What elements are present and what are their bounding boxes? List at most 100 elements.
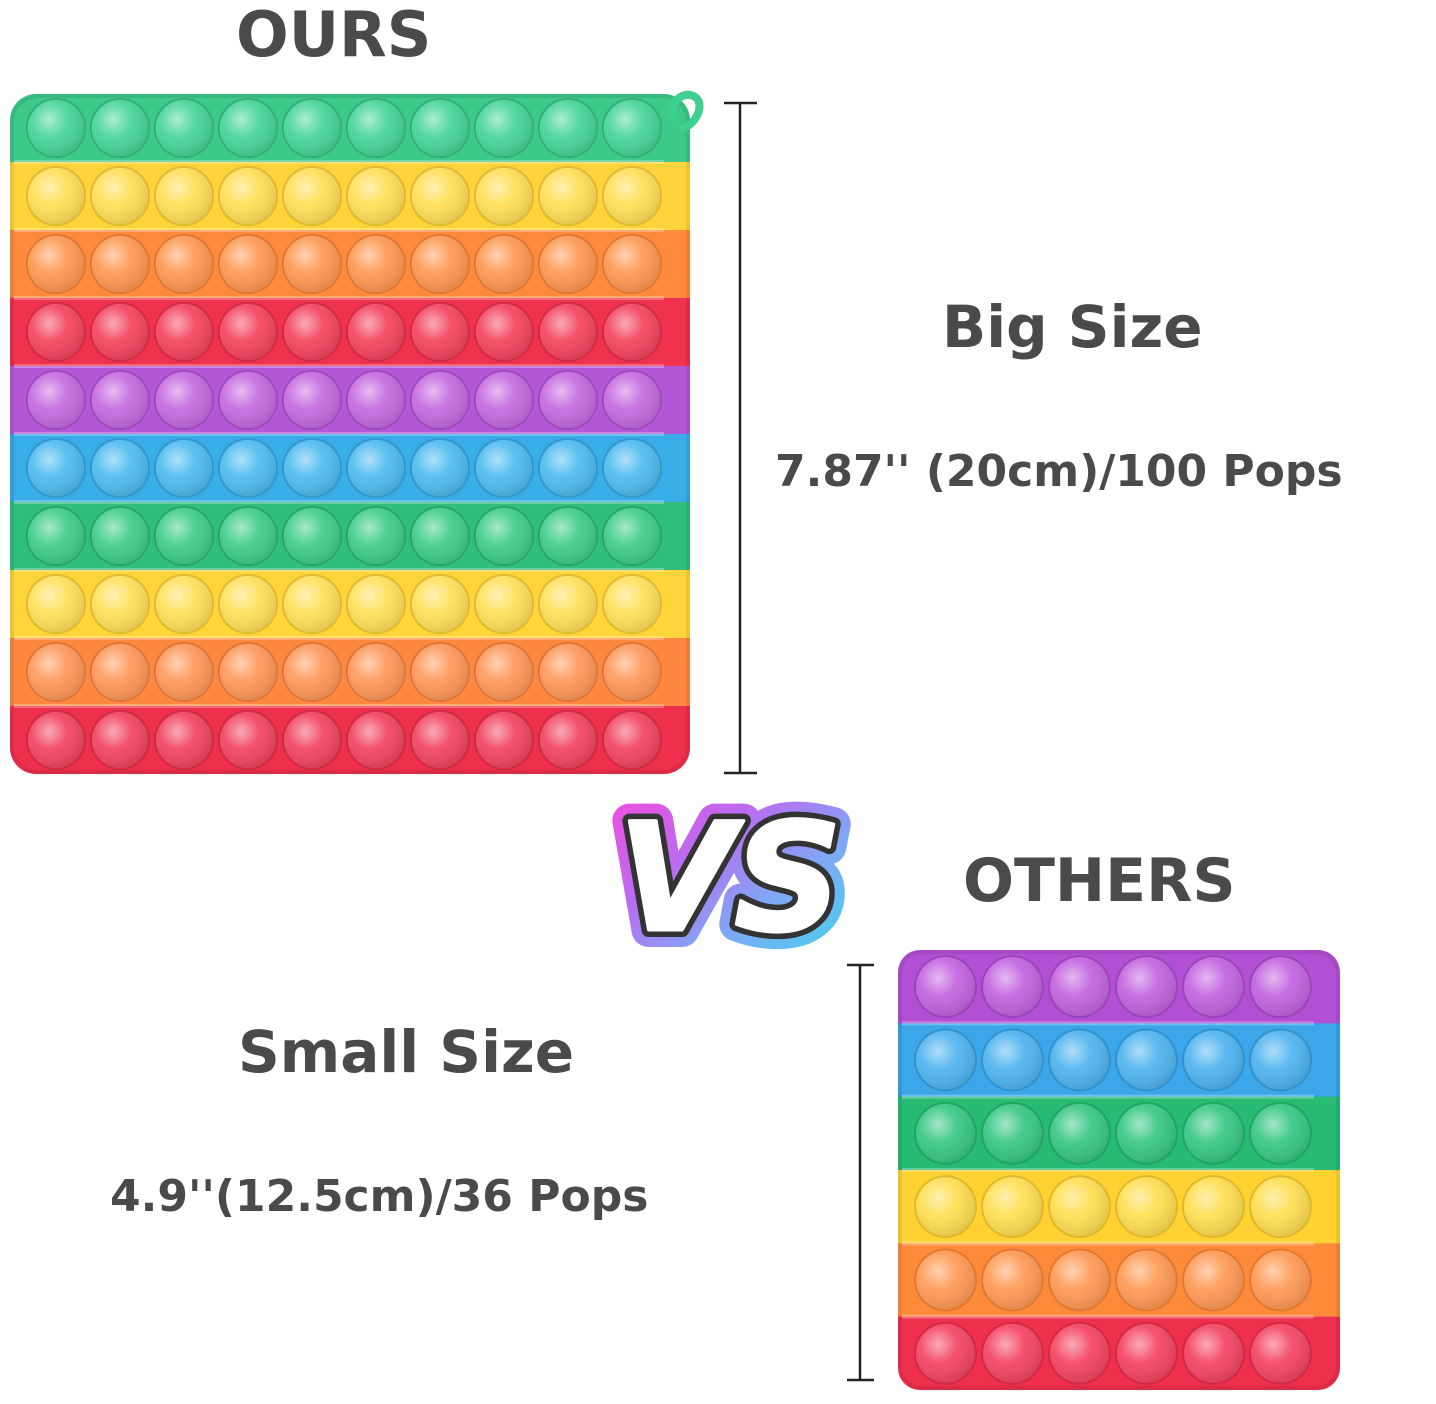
pop-bubble[interactable] xyxy=(217,641,279,703)
pop-bubble[interactable] xyxy=(89,505,151,567)
pop-bubble[interactable] xyxy=(281,97,343,159)
pop-bubble[interactable] xyxy=(409,709,471,771)
pop-bubble[interactable] xyxy=(537,165,599,227)
pop-bubble[interactable] xyxy=(25,301,87,363)
pop-bubble[interactable] xyxy=(1249,1321,1312,1385)
pop-bubble[interactable] xyxy=(537,573,599,635)
pop-bubble[interactable] xyxy=(981,1175,1044,1239)
pop-bubble[interactable] xyxy=(1182,1175,1245,1239)
pop-bubble[interactable] xyxy=(537,97,599,159)
pop-bubble[interactable] xyxy=(473,97,535,159)
pop-bubble[interactable] xyxy=(153,709,215,771)
pop-bubble[interactable] xyxy=(1048,1028,1111,1092)
pop-bubble[interactable] xyxy=(409,641,471,703)
pop-bubble[interactable] xyxy=(281,165,343,227)
pop-bubble[interactable] xyxy=(1048,955,1111,1019)
pop-bubble[interactable] xyxy=(473,233,535,295)
pop-bubble[interactable] xyxy=(1249,1175,1312,1239)
pop-bubble[interactable] xyxy=(1048,1175,1111,1239)
pop-bubble[interactable] xyxy=(25,709,87,771)
pop-bubble[interactable] xyxy=(345,301,407,363)
pop-bubble[interactable] xyxy=(981,1101,1044,1165)
pop-bubble[interactable] xyxy=(473,573,535,635)
pop-bubble[interactable] xyxy=(153,573,215,635)
pop-bubble[interactable] xyxy=(981,955,1044,1019)
pop-bubble[interactable] xyxy=(914,1321,977,1385)
pop-bubble[interactable] xyxy=(217,165,279,227)
pop-bubble[interactable] xyxy=(981,1321,1044,1385)
pop-bubble[interactable] xyxy=(537,505,599,567)
pop-bubble[interactable] xyxy=(409,165,471,227)
pop-bubble[interactable] xyxy=(1249,1101,1312,1165)
pop-bubble[interactable] xyxy=(409,301,471,363)
pop-bubble[interactable] xyxy=(153,165,215,227)
pop-bubble[interactable] xyxy=(601,301,663,363)
pop-bubble[interactable] xyxy=(473,301,535,363)
pop-bubble[interactable] xyxy=(601,97,663,159)
pop-bubble[interactable] xyxy=(25,369,87,431)
pop-bubble[interactable] xyxy=(345,437,407,499)
pop-bubble[interactable] xyxy=(217,709,279,771)
pop-bubble[interactable] xyxy=(345,709,407,771)
pop-bubble[interactable] xyxy=(217,233,279,295)
pop-bubble[interactable] xyxy=(914,1248,977,1312)
pop-bubble[interactable] xyxy=(409,505,471,567)
pop-bubble[interactable] xyxy=(153,437,215,499)
pop-bubble[interactable] xyxy=(89,641,151,703)
pop-bubble[interactable] xyxy=(281,709,343,771)
pop-bubble[interactable] xyxy=(601,233,663,295)
pop-bubble[interactable] xyxy=(1182,1028,1245,1092)
pop-bubble[interactable] xyxy=(153,369,215,431)
pop-bubble[interactable] xyxy=(537,709,599,771)
pop-bubble[interactable] xyxy=(1249,955,1312,1019)
pop-bubble[interactable] xyxy=(601,573,663,635)
pop-bubble[interactable] xyxy=(345,165,407,227)
pop-bubble[interactable] xyxy=(217,573,279,635)
pop-bubble[interactable] xyxy=(281,437,343,499)
pop-bubble[interactable] xyxy=(1048,1101,1111,1165)
pop-bubble[interactable] xyxy=(473,505,535,567)
pop-bubble[interactable] xyxy=(914,1028,977,1092)
pop-bubble[interactable] xyxy=(409,233,471,295)
pop-bubble[interactable] xyxy=(25,573,87,635)
pop-bubble[interactable] xyxy=(217,369,279,431)
pop-bubble[interactable] xyxy=(281,301,343,363)
pop-bubble[interactable] xyxy=(1249,1028,1312,1092)
pop-bubble[interactable] xyxy=(1048,1321,1111,1385)
pop-bubble[interactable] xyxy=(345,97,407,159)
pop-bubble[interactable] xyxy=(25,233,87,295)
pop-bubble[interactable] xyxy=(25,97,87,159)
pop-bubble[interactable] xyxy=(281,573,343,635)
pop-bubble[interactable] xyxy=(25,165,87,227)
pop-bubble[interactable] xyxy=(153,233,215,295)
pop-bubble[interactable] xyxy=(409,437,471,499)
pop-bubble[interactable] xyxy=(409,573,471,635)
pop-bubble[interactable] xyxy=(1115,1028,1178,1092)
pop-bubble[interactable] xyxy=(281,233,343,295)
pop-bubble[interactable] xyxy=(153,641,215,703)
pop-bubble[interactable] xyxy=(1115,1321,1178,1385)
pop-bubble[interactable] xyxy=(914,1175,977,1239)
pop-bubble[interactable] xyxy=(1182,1101,1245,1165)
pop-bubble[interactable] xyxy=(89,97,151,159)
pop-bubble[interactable] xyxy=(914,955,977,1019)
pop-bubble[interactable] xyxy=(25,505,87,567)
pop-bubble[interactable] xyxy=(217,97,279,159)
pop-bubble[interactable] xyxy=(981,1028,1044,1092)
pop-bubble[interactable] xyxy=(1115,1175,1178,1239)
pop-bubble[interactable] xyxy=(601,709,663,771)
pop-bubble[interactable] xyxy=(601,437,663,499)
pop-bubble[interactable] xyxy=(537,233,599,295)
pop-bubble[interactable] xyxy=(914,1101,977,1165)
pop-bubble[interactable] xyxy=(1048,1248,1111,1312)
pop-bubble[interactable] xyxy=(601,505,663,567)
pop-bubble[interactable] xyxy=(345,573,407,635)
pop-bubble[interactable] xyxy=(25,437,87,499)
pop-bubble[interactable] xyxy=(1182,955,1245,1019)
pop-bubble[interactable] xyxy=(281,505,343,567)
pop-bubble[interactable] xyxy=(601,641,663,703)
pop-bubble[interactable] xyxy=(153,505,215,567)
pop-bubble[interactable] xyxy=(89,437,151,499)
pop-bubble[interactable] xyxy=(473,437,535,499)
pop-bubble[interactable] xyxy=(601,165,663,227)
